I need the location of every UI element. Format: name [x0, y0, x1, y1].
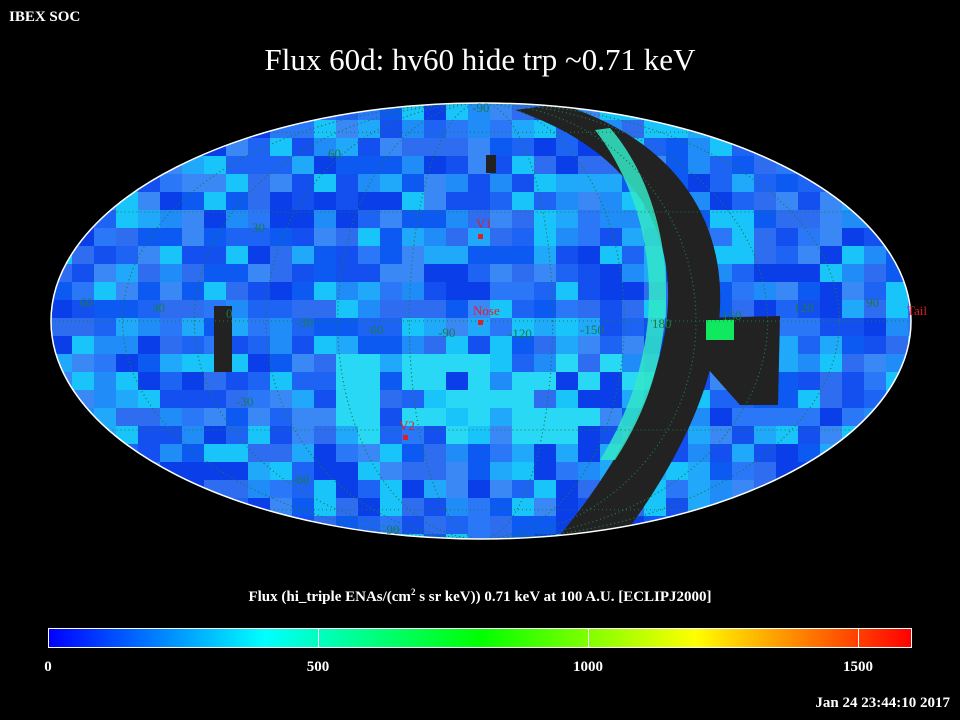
lon-label-neg150: -150 [580, 322, 604, 337]
data-gap-top [486, 155, 496, 173]
colorbar-tick-1000: 1000 [573, 659, 603, 675]
coordinate-grid [51, 103, 911, 539]
lat-label-30: 30 [252, 220, 265, 235]
data-gap-left [214, 306, 232, 372]
colorbar-title-post: s sr keV)) 0.71 keV at 100 A.U. [ECLIPJ2… [415, 589, 712, 605]
data-gap-band [515, 104, 721, 539]
colorbar-title: Flux (hi_triple ENAs/(cm2 s sr keV)) 0.7… [0, 587, 960, 606]
marker-label-tail: Tail [907, 303, 927, 318]
lon-label-120: 120 [794, 300, 814, 315]
lat-label-60: 60 [328, 146, 341, 161]
lon-label-neg90: -90 [438, 325, 455, 340]
lat-label-neg30: -30 [236, 394, 253, 409]
colorbar-title-pre: Flux (hi_triple ENAs/(cm [248, 589, 411, 605]
org-label: IBEX SOC [9, 9, 81, 25]
colorbar-tick-500: 500 [306, 659, 330, 675]
lon-label-150: 150 [722, 308, 742, 323]
lon-label-90: 90 [866, 295, 879, 310]
map-title: Flux 60d: hv60 hide trp ~0.71 keV [264, 42, 696, 77]
colorbar-tick-0: 0 [44, 659, 52, 675]
lon-label-neg30: -30 [296, 315, 313, 330]
colorbar-tickmark [858, 629, 859, 647]
lon-label-neg120: -120 [508, 326, 532, 341]
all-sky-map: -90 60 30 -30 -60 -90 60 30 0 -30 -60 -9… [50, 100, 927, 540]
colorbar [48, 628, 912, 648]
colorbar-tickmark [48, 629, 49, 647]
lat-label-neg60: -60 [292, 472, 309, 487]
lon-label-neg60: -60 [366, 322, 383, 337]
lon-label-0: 0 [226, 306, 233, 321]
lon-label-180: 180 [652, 316, 672, 331]
marker-label-v2: V2 [399, 418, 415, 433]
marker-v1 [478, 234, 483, 239]
ribbon-hot-pixel [706, 320, 734, 340]
ribbon-band [595, 128, 667, 460]
colorbar-title-sup: 2 [410, 587, 416, 597]
timestamp: Jan 24 23:44:10 2017 [815, 695, 950, 711]
lon-label-30: 30 [152, 300, 165, 315]
lat-label-neg90: -90 [382, 522, 399, 537]
marker-label-v1: V1 [476, 216, 492, 231]
colorbar-tickmark [318, 629, 319, 647]
lon-label-60: 60 [80, 295, 93, 310]
colorbar-tick-1500: 1500 [843, 659, 873, 675]
marker-label-nose: Nose [473, 303, 500, 318]
marker-v2 [403, 435, 408, 440]
map-outline [50, 102, 912, 540]
marker-nose [478, 320, 483, 325]
colorbar-tickmark [588, 629, 589, 647]
lat-label-90: -90 [472, 100, 489, 115]
